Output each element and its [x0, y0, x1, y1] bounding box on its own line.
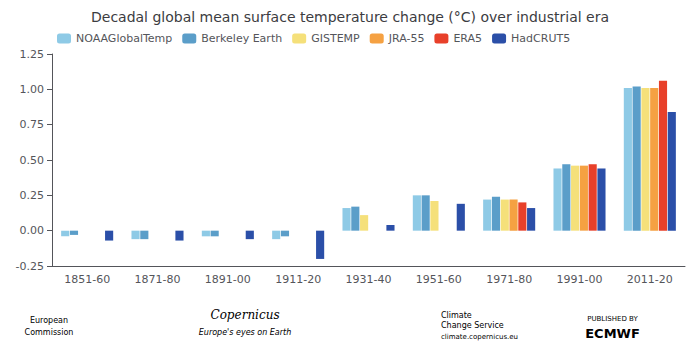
svg-text:1.25: 1.25	[20, 48, 45, 61]
svg-text:climate.copernicus.eu: climate.copernicus.eu	[441, 333, 518, 341]
svg-text:JRA-55: JRA-55	[388, 32, 425, 45]
svg-text:1971-80: 1971-80	[486, 273, 532, 286]
svg-text:1851-60: 1851-60	[64, 273, 110, 286]
svg-text:0.50: 0.50	[20, 154, 45, 167]
svg-text:1991-00: 1991-00	[557, 273, 603, 286]
svg-text:Berkeley Earth: Berkeley Earth	[201, 32, 282, 45]
svg-text:0.25: 0.25	[20, 189, 45, 202]
svg-text:Europe's eyes on Earth: Europe's eyes on Earth	[199, 328, 291, 337]
svg-text:0.75: 0.75	[20, 118, 45, 131]
svg-text:1911-20: 1911-20	[275, 273, 321, 286]
svg-text:Climate: Climate	[441, 311, 472, 320]
svg-text:2011-20: 2011-20	[627, 273, 673, 286]
svg-text:Copernicus: Copernicus	[210, 308, 279, 322]
svg-text:European: European	[30, 316, 68, 325]
svg-text:1931-40: 1931-40	[346, 273, 392, 286]
svg-text:ERA5: ERA5	[453, 32, 482, 45]
svg-text:-0.25: -0.25	[16, 260, 44, 273]
svg-text:1.00: 1.00	[20, 83, 45, 96]
svg-text:Decadal global mean surface te: Decadal global mean surface temperature …	[91, 9, 609, 25]
svg-text:ECMWF: ECMWF	[585, 326, 640, 341]
svg-text:1871-80: 1871-80	[135, 273, 181, 286]
svg-text:PUBLISHED BY: PUBLISHED BY	[587, 315, 638, 323]
svg-text:Commission: Commission	[25, 328, 74, 337]
svg-text:0.00: 0.00	[20, 224, 45, 237]
svg-text:NOAAGlobalTemp: NOAAGlobalTemp	[76, 32, 172, 45]
svg-text:GISTEMP: GISTEMP	[311, 32, 360, 45]
svg-text:Change Service: Change Service	[441, 321, 504, 330]
svg-text:1891-00: 1891-00	[205, 273, 251, 286]
svg-text:1951-60: 1951-60	[416, 273, 462, 286]
svg-text:HadCRUT5: HadCRUT5	[511, 32, 570, 45]
